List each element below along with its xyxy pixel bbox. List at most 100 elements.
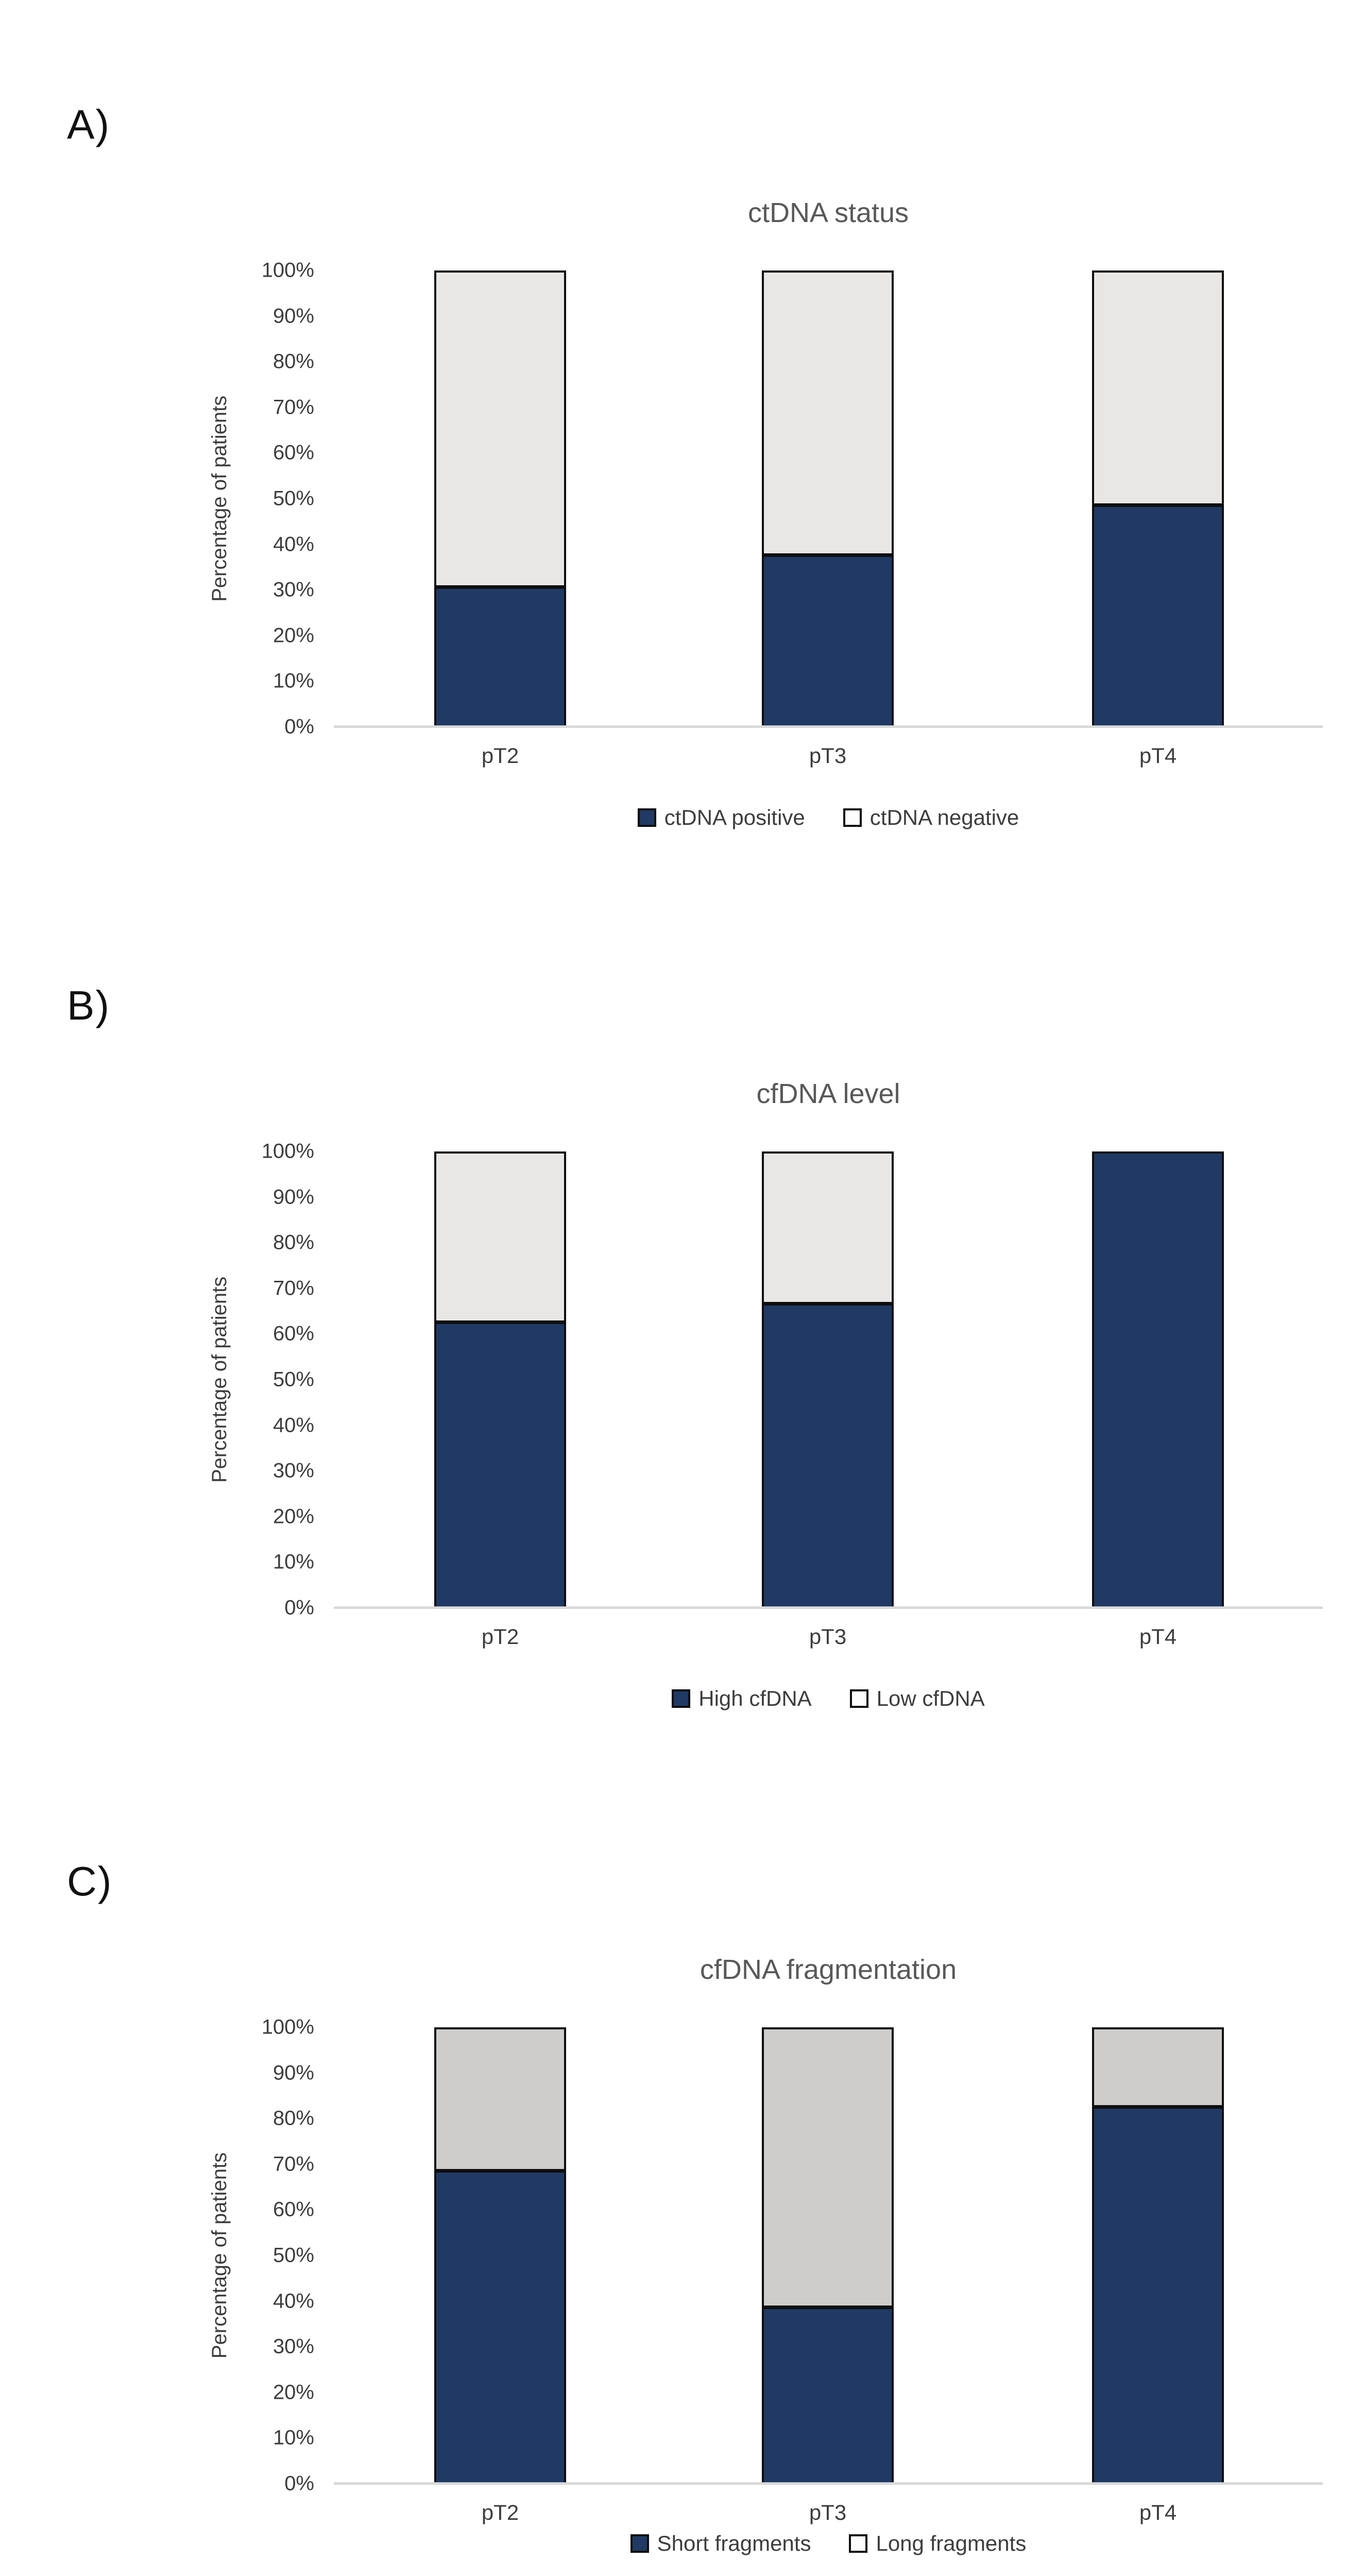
bar-segment-high-cfdna: [1092, 1151, 1224, 1608]
y-axis-tick-labels: 100% 90% 80% 70% 60% 50% 40% 30% 20% 10% 0%: [0, 1140, 314, 1619]
y-axis-tick-label: 40%: [272, 1414, 314, 1437]
x-axis-tick-label: pT3: [809, 1624, 847, 1649]
y-axis-tick-label: 80%: [272, 2107, 314, 2130]
y-axis-tick-label: 30%: [272, 578, 314, 601]
chart-panel-b: B) cfDNA level Percentage of patients 10…: [0, 881, 1364, 1757]
panel-label: A): [67, 101, 110, 147]
legend-item: ctDNA positive: [637, 805, 805, 830]
y-axis-tick-label: 20%: [272, 624, 314, 647]
y-axis-tick-label: 70%: [272, 2153, 314, 2176]
y-axis-tick-label: 80%: [272, 350, 314, 373]
y-axis-tick-label: 10%: [272, 1550, 314, 1573]
y-axis-tick-label: 100%: [261, 1140, 314, 1163]
plot-area: [334, 270, 1323, 728]
bar-segment-short-fragments: [434, 2168, 566, 2484]
x-axis-tick-label: pT2: [481, 1624, 519, 1649]
stacked-bar-pt2: [434, 1151, 566, 1608]
chart-title: cfDNA level: [756, 1078, 900, 1109]
bar-segment-long-fragments: [762, 2027, 894, 2306]
y-axis-tick-labels: 100% 90% 80% 70% 60% 50% 40% 30% 20% 10% 0%: [0, 259, 314, 738]
y-axis-tick-label: 20%: [272, 2381, 314, 2404]
bar-segment-ctdna-positive: [434, 585, 566, 727]
stacked-bar-pt4: [1092, 1151, 1224, 1608]
chart-panel-a: A) ctDNA status Percentage of patients 1…: [0, 0, 1364, 881]
bar-segment-long-fragments: [1092, 2027, 1224, 2105]
y-axis-tick-label: 50%: [272, 1368, 314, 1391]
stacked-bar-pt2: [434, 2027, 566, 2484]
bar-segment-ctdna-positive: [1092, 503, 1224, 727]
legend-item: High cfDNA: [672, 1686, 812, 1711]
bar-segment-high-cfdna: [434, 1320, 566, 1608]
bar-segment-short-fragments: [1092, 2105, 1224, 2484]
x-axis-tick-labels: pT2 pT3 pT4: [337, 2500, 1320, 2531]
y-axis-tick-label: 40%: [272, 533, 314, 556]
stacked-bar-pt3: [762, 270, 894, 727]
legend-item: Long fragments: [849, 2531, 1026, 2556]
y-axis-tick-label: 10%: [272, 669, 314, 692]
bar-segment-ctdna-negative: [762, 270, 894, 554]
y-axis-tick-label: 70%: [272, 396, 314, 419]
y-axis-tick-label: 80%: [272, 1231, 314, 1254]
bar-segment-ctdna-positive: [762, 553, 894, 727]
y-axis-tick-label: 30%: [272, 1459, 314, 1482]
plot-area: [334, 1151, 1323, 1609]
y-axis-tick-label: 100%: [261, 259, 314, 282]
stacked-bar-pt2: [434, 270, 566, 727]
y-axis-tick-label: 0%: [284, 2472, 314, 2495]
legend-item: Low cfDNA: [849, 1686, 985, 1711]
y-axis-tick-label: 100%: [261, 2015, 314, 2039]
panel-label: B): [67, 982, 110, 1028]
x-axis-tick-labels: pT2 pT3 pT4: [337, 743, 1320, 774]
y-axis-tick-label: 0%: [284, 1596, 314, 1619]
bar-segment-ctdna-negative: [1092, 270, 1224, 503]
x-axis-line: [334, 1606, 1323, 1609]
legend: ctDNA positive ctDNA negative: [337, 805, 1320, 830]
y-axis-tick-label: 30%: [272, 2335, 314, 2358]
x-axis-tick-label: pT3: [809, 2500, 847, 2524]
legend-label: Short fragments: [657, 2531, 811, 2555]
legend-swatch-filled-icon: [672, 1689, 691, 1708]
x-axis-line: [334, 2482, 1323, 2485]
legend-label: High cfDNA: [698, 1686, 812, 1710]
x-axis-tick-label: pT4: [1139, 743, 1177, 768]
y-axis-tick-label: 90%: [272, 1185, 314, 1209]
legend-label: Long fragments: [876, 2531, 1027, 2555]
y-axis-tick-label: 50%: [272, 2244, 314, 2267]
legend: Short fragments Long fragments: [337, 2531, 1320, 2556]
legend-label: ctDNA negative: [869, 805, 1019, 829]
legend-item: ctDNA negative: [843, 805, 1019, 830]
bar-segment-short-fragments: [762, 2306, 894, 2484]
y-axis-tick-label: 60%: [272, 2198, 314, 2221]
y-axis-tick-label: 50%: [272, 487, 314, 510]
x-axis-line: [334, 725, 1323, 728]
x-axis-tick-labels: pT2 pT3 pT4: [337, 1624, 1320, 1655]
legend-swatch-open-icon: [843, 808, 862, 827]
bar-segment-ctdna-negative: [434, 270, 566, 586]
y-axis-tick-label: 20%: [272, 1505, 314, 1528]
chart-title: cfDNA fragmentation: [700, 1954, 957, 1985]
stacked-bar-pt4: [1092, 2027, 1224, 2484]
bar-segment-low-cfdna: [434, 1151, 566, 1320]
y-axis-tick-labels: 100% 90% 80% 70% 60% 50% 40% 30% 20% 10% 0%: [0, 2016, 314, 2495]
legend: High cfDNA Low cfDNA: [337, 1686, 1320, 1711]
bar-segment-low-cfdna: [762, 1151, 894, 1302]
y-axis-tick-label: 40%: [272, 2290, 314, 2313]
y-axis-tick-label: 70%: [272, 1277, 314, 1300]
bar-segment-high-cfdna: [762, 1302, 894, 1608]
y-axis-tick-label: 0%: [284, 715, 314, 738]
stacked-bar-pt3: [762, 2027, 894, 2484]
y-axis-tick-label: 90%: [272, 304, 314, 328]
legend-swatch-open-icon: [849, 2534, 868, 2553]
x-axis-tick-label: pT3: [809, 743, 847, 768]
chart-panel-c: C) cfDNA fragmentation Percentage of pat…: [0, 1757, 1364, 2576]
x-axis-tick-label: pT4: [1139, 2500, 1177, 2524]
stacked-bar-pt4: [1092, 270, 1224, 727]
plot-area: [334, 2027, 1323, 2485]
panel-label: C): [67, 1858, 113, 1904]
bar-segment-long-fragments: [434, 2027, 566, 2169]
y-axis-tick-label: 90%: [272, 2061, 314, 2084]
chart-title: ctDNA status: [747, 197, 909, 228]
legend-item: Short fragments: [630, 2531, 811, 2556]
legend-label: Low cfDNA: [876, 1686, 985, 1710]
